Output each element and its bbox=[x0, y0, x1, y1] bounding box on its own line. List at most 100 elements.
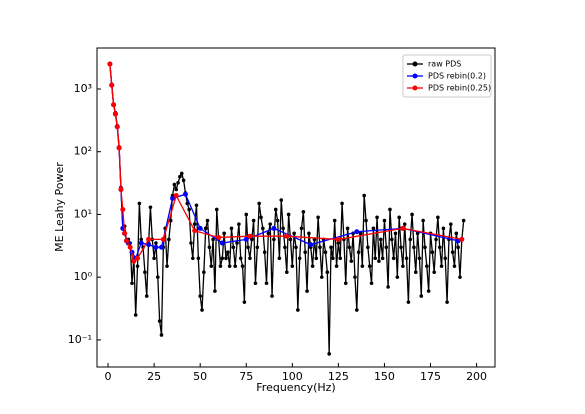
data-point bbox=[456, 245, 460, 250]
data-point bbox=[244, 212, 249, 217]
data-point bbox=[334, 264, 339, 268]
data-point bbox=[143, 270, 147, 275]
data-point bbox=[314, 256, 319, 261]
data-point bbox=[327, 352, 331, 356]
data-point bbox=[417, 256, 422, 261]
data-point bbox=[325, 270, 330, 275]
data-point bbox=[380, 256, 385, 261]
data-point bbox=[185, 201, 190, 206]
data-point bbox=[268, 222, 273, 226]
data-point bbox=[202, 270, 206, 275]
data-point bbox=[194, 203, 199, 208]
data-point bbox=[410, 212, 414, 217]
data-point bbox=[139, 237, 144, 242]
data-point bbox=[146, 242, 152, 248]
data-point bbox=[461, 218, 466, 223]
data-point bbox=[393, 231, 398, 236]
data-point bbox=[122, 230, 128, 236]
data-point bbox=[448, 222, 453, 226]
data-point bbox=[332, 218, 337, 223]
data-point bbox=[146, 236, 152, 242]
data-point bbox=[375, 215, 379, 220]
data-point bbox=[238, 256, 243, 261]
data-point bbox=[275, 218, 280, 223]
data-point bbox=[205, 218, 210, 223]
data-point bbox=[131, 258, 137, 264]
data-point bbox=[229, 226, 234, 231]
data-point bbox=[436, 215, 440, 220]
data-point bbox=[213, 289, 217, 293]
data-point bbox=[231, 245, 236, 250]
data-point bbox=[237, 222, 241, 226]
data-point bbox=[189, 241, 193, 245]
data-point bbox=[318, 245, 322, 250]
data-point bbox=[284, 270, 289, 275]
data-point bbox=[388, 207, 392, 212]
data-point bbox=[360, 264, 365, 268]
data-point bbox=[211, 237, 215, 242]
data-point bbox=[152, 256, 156, 261]
data-point bbox=[181, 178, 186, 183]
data-point bbox=[266, 231, 271, 236]
data-point bbox=[439, 264, 444, 268]
data-point bbox=[406, 300, 411, 304]
data-point bbox=[362, 193, 366, 198]
data-point bbox=[135, 264, 140, 268]
data-point bbox=[253, 281, 258, 286]
data-point bbox=[378, 237, 383, 242]
data-point bbox=[343, 281, 348, 286]
data-point bbox=[261, 226, 265, 231]
data-point bbox=[307, 231, 311, 236]
data-point bbox=[167, 237, 171, 242]
data-point bbox=[158, 244, 164, 250]
data-point bbox=[247, 233, 253, 239]
data-point bbox=[107, 61, 113, 67]
data-point bbox=[419, 294, 424, 298]
data-point bbox=[336, 241, 341, 245]
data-point bbox=[430, 250, 435, 255]
y-tick-label: 10³ bbox=[74, 82, 92, 95]
data-point bbox=[200, 308, 204, 312]
data-point bbox=[437, 245, 442, 250]
data-point bbox=[443, 256, 448, 261]
data-point bbox=[366, 245, 370, 250]
data-point bbox=[138, 240, 144, 246]
data-point bbox=[441, 226, 446, 231]
x-tick-label: 75 bbox=[239, 370, 253, 383]
data-point bbox=[294, 245, 298, 250]
data-point bbox=[395, 275, 400, 279]
data-point bbox=[219, 240, 225, 246]
data-point bbox=[271, 225, 277, 231]
data-point bbox=[214, 207, 219, 212]
data-point bbox=[308, 242, 314, 248]
data-point bbox=[421, 218, 425, 223]
x-tick-label: 175 bbox=[420, 370, 441, 383]
data-point bbox=[290, 264, 295, 268]
data-point bbox=[301, 210, 306, 214]
data-point bbox=[203, 226, 208, 231]
data-point bbox=[218, 264, 223, 268]
data-point bbox=[319, 275, 324, 279]
data-point bbox=[355, 308, 359, 312]
data-point bbox=[426, 289, 431, 293]
data-point bbox=[160, 236, 166, 242]
data-point bbox=[191, 256, 195, 261]
data-point bbox=[192, 222, 197, 226]
data-point bbox=[255, 245, 260, 250]
x-tick-label: 25 bbox=[147, 370, 161, 383]
data-point bbox=[264, 281, 269, 286]
data-point bbox=[165, 264, 169, 268]
data-point bbox=[226, 250, 230, 255]
legend-label: PDS rebin(0.2) bbox=[428, 72, 486, 81]
legend-marker bbox=[412, 85, 418, 91]
data-point bbox=[246, 245, 250, 250]
data-point bbox=[112, 111, 118, 117]
series-line bbox=[109, 63, 465, 354]
legend-marker bbox=[412, 61, 418, 67]
data-point bbox=[432, 270, 436, 275]
data-point bbox=[425, 264, 429, 268]
x-tick-label: 150 bbox=[374, 370, 395, 383]
data-point bbox=[371, 226, 376, 231]
data-point bbox=[270, 294, 274, 298]
data-point bbox=[243, 236, 249, 242]
